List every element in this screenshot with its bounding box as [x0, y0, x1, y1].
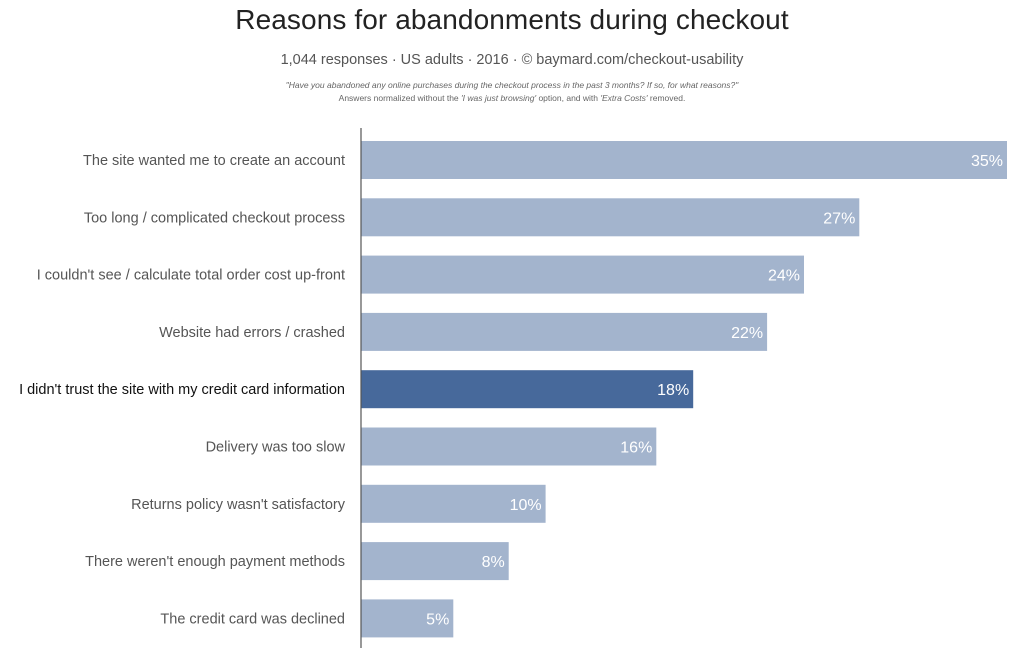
normalization-note: Answers normalized without the 'I was ju… — [0, 93, 1024, 103]
bar — [361, 255, 804, 294]
bar — [361, 141, 1007, 179]
category-label: Delivery was too slow — [206, 440, 346, 456]
category-label: Too long / complicated checkout process — [84, 210, 345, 226]
bar — [361, 599, 454, 638]
category-label: I couldn't see / calculate total order c… — [37, 268, 345, 284]
note-prefix: Answers normalized without the — [338, 93, 462, 103]
category-label: Returns policy wasn't satisfactory — [131, 497, 346, 513]
category-label: Website had errors / crashed — [159, 325, 345, 341]
bar — [361, 542, 509, 581]
survey-question: "Have you abandoned any online purchases… — [285, 80, 739, 90]
note-option-extra-costs: 'Extra Costs' — [600, 93, 648, 103]
value-label: 24% — [768, 268, 800, 285]
bar — [361, 312, 768, 351]
bar — [361, 484, 546, 523]
bar — [361, 427, 657, 466]
chart-subtitle: 1,044 responses · US adults · 2016 · © b… — [280, 52, 744, 68]
category-label: The credit card was declined — [160, 611, 345, 627]
chart-title: Reasons for abandonments during checkout — [235, 4, 789, 35]
note-option-browsing: 'I was just browsing' — [461, 93, 537, 103]
value-label: 8% — [482, 554, 505, 571]
value-label: 16% — [620, 440, 652, 457]
value-label: 35% — [971, 153, 1003, 170]
value-label: 10% — [510, 497, 542, 514]
bar — [361, 198, 860, 237]
bar-highlighted — [361, 370, 694, 409]
note-middle: option, and with — [536, 93, 601, 103]
category-label: The site wanted me to create an account — [83, 153, 345, 169]
value-label: 18% — [657, 382, 689, 399]
category-label: There weren't enough payment methods — [85, 554, 345, 570]
value-label: 5% — [426, 611, 449, 628]
value-label: 27% — [823, 210, 855, 227]
note-suffix: removed. — [647, 93, 686, 103]
value-label: 22% — [731, 325, 763, 342]
category-label: I didn't trust the site with my credit c… — [19, 382, 345, 398]
